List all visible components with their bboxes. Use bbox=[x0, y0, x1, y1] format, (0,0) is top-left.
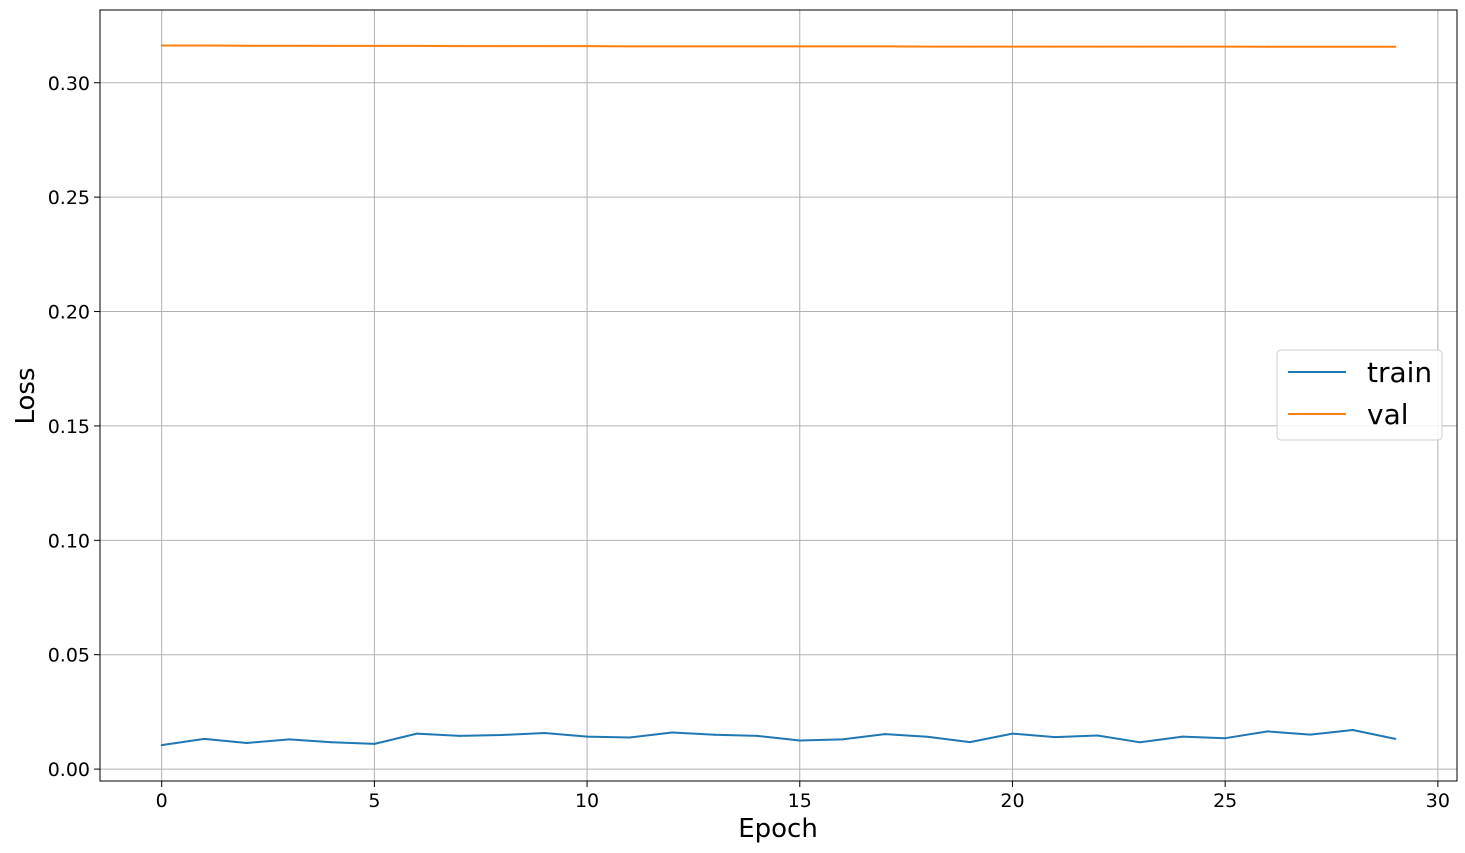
data-point-val bbox=[501, 45, 503, 48]
data-point-train bbox=[543, 732, 546, 734]
x-tick-label: 5 bbox=[368, 790, 380, 812]
x-tick-label: 20 bbox=[1000, 790, 1024, 812]
x-tick-label: 25 bbox=[1213, 790, 1237, 812]
data-point-val bbox=[1266, 45, 1269, 48]
data-point-val bbox=[841, 45, 844, 48]
data-point-train bbox=[1394, 737, 1397, 740]
plot-frame bbox=[99, 9, 1458, 782]
data-point-train bbox=[628, 736, 631, 739]
data-point-train bbox=[1309, 733, 1312, 736]
data-point-val bbox=[1181, 45, 1184, 48]
data-point-train bbox=[1351, 729, 1354, 731]
y-tick-label: 0.30 bbox=[48, 73, 90, 95]
data-point-val bbox=[245, 44, 248, 47]
legend-label-val: val bbox=[1367, 398, 1409, 431]
data-point-train bbox=[1011, 732, 1014, 735]
data-point-val bbox=[330, 44, 333, 47]
data-point-train bbox=[1266, 730, 1269, 733]
data-point-val bbox=[1394, 45, 1397, 48]
data-point-val bbox=[1096, 45, 1099, 48]
series-lines bbox=[160, 44, 1397, 747]
data-point-val bbox=[458, 45, 461, 48]
data-point-train bbox=[415, 732, 418, 735]
data-point-train bbox=[883, 733, 886, 736]
data-point-train bbox=[798, 739, 801, 742]
x-tick-label: 15 bbox=[788, 790, 812, 812]
data-point-val bbox=[543, 45, 546, 48]
data-point-train bbox=[160, 744, 163, 747]
data-point-train bbox=[1096, 734, 1099, 737]
data-point-train bbox=[968, 741, 971, 744]
data-point-train bbox=[1139, 741, 1142, 744]
y-tick-label: 0.20 bbox=[48, 302, 90, 324]
data-point-val bbox=[1054, 45, 1056, 48]
legend: train val bbox=[1276, 349, 1443, 441]
data-point-val bbox=[713, 45, 716, 48]
data-point-val bbox=[798, 45, 801, 48]
data-point-train bbox=[373, 742, 376, 745]
axis-ticks: 0 5 10 15 20 25 30 0.00 0.05 0.10 0.15 0.20 0.25 0.30 bbox=[48, 73, 1450, 812]
data-point-train bbox=[458, 734, 461, 737]
y-tick-label: 0.10 bbox=[48, 530, 90, 552]
data-point-val bbox=[671, 45, 674, 48]
data-point-val bbox=[756, 45, 759, 48]
y-tick-label: 0.05 bbox=[48, 645, 90, 667]
data-point-train bbox=[288, 738, 291, 741]
data-point-train bbox=[203, 737, 206, 740]
data-point-val bbox=[1224, 45, 1227, 48]
data-point-val bbox=[415, 44, 418, 47]
data-point-train bbox=[926, 735, 929, 738]
data-point-val bbox=[926, 45, 929, 48]
data-point-val bbox=[968, 45, 971, 48]
data-point-val bbox=[1309, 45, 1312, 48]
y-tick-label: 0.25 bbox=[48, 187, 90, 209]
data-point-val bbox=[373, 44, 376, 47]
data-point-train bbox=[841, 738, 844, 741]
y-tick-label: 0.15 bbox=[48, 416, 90, 438]
data-point-train bbox=[501, 734, 503, 736]
data-point-train bbox=[1224, 737, 1227, 740]
data-point-train bbox=[1181, 735, 1184, 738]
data-point-val bbox=[160, 44, 163, 47]
x-axis-title: Epoch bbox=[738, 814, 818, 844]
data-point-val bbox=[586, 45, 589, 48]
data-point-train bbox=[756, 734, 759, 737]
data-point-val bbox=[1011, 45, 1014, 48]
data-point-train bbox=[1054, 736, 1056, 739]
x-tick-label: 30 bbox=[1426, 790, 1450, 812]
data-point-train bbox=[245, 742, 248, 744]
legend-label-train: train bbox=[1367, 356, 1432, 389]
data-point-train bbox=[586, 735, 589, 738]
x-tick-label: 0 bbox=[156, 790, 168, 812]
x-tick-label: 10 bbox=[575, 790, 599, 812]
series-line-train bbox=[161, 729, 1396, 747]
data-point-train bbox=[330, 741, 333, 744]
data-point-val bbox=[628, 45, 631, 48]
y-tick-label: 0.00 bbox=[48, 759, 90, 781]
series-line-val bbox=[161, 44, 1396, 48]
data-point-val bbox=[1351, 45, 1354, 48]
data-point-val bbox=[203, 44, 206, 47]
data-point-val bbox=[1139, 45, 1142, 48]
data-point-train bbox=[713, 733, 716, 736]
y-axis-title: Loss bbox=[11, 367, 41, 424]
grid bbox=[100, 10, 1457, 781]
data-point-val bbox=[883, 45, 886, 48]
data-point-val bbox=[288, 44, 291, 47]
data-point-train bbox=[671, 731, 674, 734]
